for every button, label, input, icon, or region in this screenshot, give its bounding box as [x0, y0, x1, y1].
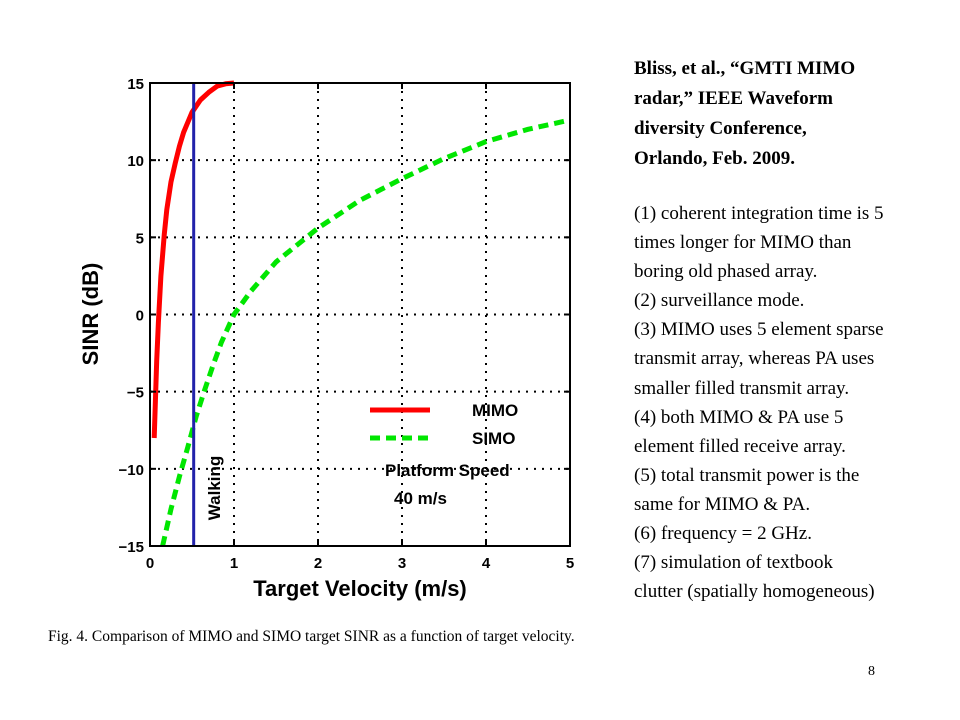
note-line: smaller filled transmit array.	[634, 377, 850, 399]
citation-line: Orlando, Feb. 2009.	[634, 148, 795, 169]
x-tick-label: 3	[398, 555, 406, 572]
note-line: (3) MIMO uses 5 element sparse	[634, 319, 884, 341]
x-tick-label: 0	[146, 555, 154, 572]
x-tick-label: 2	[314, 555, 322, 572]
y-tick-label: 5	[136, 230, 144, 247]
series-lines	[151, 80, 571, 547]
tick-labels: 0 1 2 3 4 5 −15 −10 −5 0 5 10 15	[119, 76, 575, 572]
note-line: times longer for MIMO than	[634, 232, 852, 254]
note-line: boring old phased array.	[634, 261, 818, 283]
y-tick-label: 15	[127, 76, 144, 93]
note-line: clutter (spatially homogeneous)	[634, 581, 875, 603]
y-tick-label: −15	[119, 539, 144, 556]
grid	[150, 83, 570, 546]
y-tick-label: −5	[127, 385, 144, 402]
walking-label: Walking	[205, 456, 224, 521]
y-tick-label: 0	[136, 308, 144, 325]
note-line: (1) coherent integration time is 5	[634, 203, 884, 224]
legend-label-simo: SIMO	[472, 429, 515, 448]
note-line: (6) frequency = 2 GHz.	[634, 523, 812, 545]
note-line: (7) simulation of textbook	[634, 552, 833, 574]
note-line: element filled receive array.	[634, 435, 846, 457]
y-tick-label: 10	[127, 153, 144, 170]
citation-line: radar,” IEEE Waveform	[634, 88, 833, 109]
x-tick-label: 4	[482, 555, 491, 572]
x-tick-label: 5	[566, 555, 574, 572]
note-line: (4) both MIMO & PA use 5	[634, 406, 844, 428]
ticks	[149, 82, 571, 547]
note-line: same for MIMO & PA.	[634, 493, 811, 515]
x-axis-title: Target Velocity (m/s)	[253, 576, 467, 601]
citation: Bliss, et al., “GMTI MIMO radar,” IEEE W…	[634, 54, 944, 174]
citation-line: Bliss, et al., “GMTI MIMO	[634, 58, 856, 79]
note-line: (5) total transmit power is the	[634, 464, 860, 486]
page-number: 8	[868, 664, 875, 679]
legend: MIMO SIMO Platform Speed 40 m/s	[370, 401, 518, 508]
series-line-simo	[160, 117, 571, 547]
legend-speed-value: 40 m/s	[394, 489, 447, 508]
legend-label-mimo: MIMO	[472, 401, 518, 420]
citation-line: diversity Conference,	[634, 118, 807, 139]
figure-caption: Fig. 4. Comparison of MIMO and SIMO targ…	[48, 628, 575, 645]
note-line: (2) surveillance mode.	[634, 290, 805, 312]
y-axis-title: SINR (dB)	[78, 263, 103, 366]
y-tick-label: −10	[119, 462, 144, 479]
x-tick-label: 1	[230, 555, 238, 572]
legend-platform-speed: Platform Speed	[385, 461, 510, 480]
series-line-mimo	[151, 80, 235, 439]
notes-list: (1) coherent integration time is 5 times…	[634, 199, 956, 606]
note-line: transmit array, whereas PA uses	[634, 348, 875, 370]
